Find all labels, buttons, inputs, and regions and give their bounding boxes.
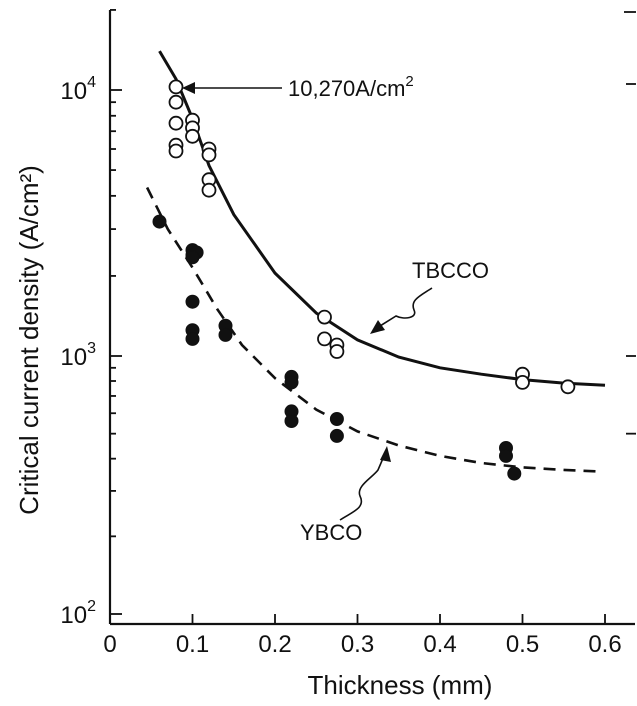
point-tbcco: [168, 143, 184, 159]
point-ybco: [185, 331, 200, 346]
x-tick-label: 0.4: [423, 631, 456, 658]
y-tick-label: 104: [60, 74, 96, 105]
x-tick-label: 0.1: [176, 631, 209, 658]
point-ybco: [329, 428, 344, 443]
y-tick-base: 10: [60, 78, 87, 105]
point-ybco: [152, 214, 167, 229]
ybco-leader: [339, 455, 385, 521]
y-tick-exponent: 3: [87, 340, 96, 357]
point-tbcco: [185, 128, 200, 144]
y-axis-title: Critical current density (A/cm²): [14, 165, 44, 515]
x-tick-label: 0.5: [506, 631, 539, 658]
x-tick-label: 0.6: [588, 631, 621, 658]
point-tbcco: [168, 94, 184, 110]
x-tick-label: 0: [103, 631, 116, 658]
y-tick-exponent: 2: [87, 598, 96, 615]
fit-curve-ybco: [145, 186, 597, 473]
x-tick-label: 0.3: [341, 631, 374, 658]
y-tick-label: 102: [60, 598, 96, 629]
point-ybco: [329, 412, 344, 426]
y-tick-exponent: 4: [87, 74, 96, 91]
tbcco-leader-arrowhead: [370, 320, 385, 334]
point-tbcco: [201, 182, 217, 198]
point-ybco: [218, 327, 233, 342]
x-axis-ticks: 0 0.1 0.2 0.3 0.4 0.5 0.6: [103, 614, 622, 658]
ybco-leader-arrowhead: [380, 446, 391, 462]
point-tbcco: [515, 374, 530, 390]
series-label-tbcco: TBCCO: [412, 258, 489, 283]
point-tbcco: [201, 147, 217, 163]
point-ybco: [499, 448, 513, 463]
data-points: [152, 79, 576, 481]
point-tbcco: [168, 115, 184, 131]
x-tick-label: 0.2: [258, 631, 291, 658]
x-axis-title: Thickness (mm): [308, 670, 493, 700]
tbcco-leader: [379, 287, 433, 327]
peak-value-arrowhead: [182, 82, 195, 94]
point-ybco: [185, 250, 200, 265]
y-tick-base: 10: [60, 344, 87, 371]
right-axis-ticks: [624, 11, 636, 435]
peak-value-superscript: 2: [405, 73, 413, 90]
point-ybco: [507, 466, 522, 481]
point-tbcco: [168, 79, 184, 95]
y-tick-label: 103: [60, 340, 96, 371]
point-tbcco: [317, 331, 332, 347]
fit-curves: [145, 50, 606, 473]
point-ybco: [284, 375, 299, 390]
point-tbcco: [560, 379, 576, 395]
annotations: 10,270A/cm2 TBCCO YBCO: [182, 73, 489, 545]
point-ybco: [284, 414, 299, 428]
point-ybco: [185, 294, 200, 309]
plot-frame: [108, 10, 635, 626]
point-tbcco: [329, 344, 345, 359]
series-label-ybco: YBCO: [300, 520, 362, 545]
point-tbcco: [317, 309, 332, 325]
y-tick-base: 10: [60, 602, 87, 629]
peak-value-label: 10,270A/cm2: [288, 73, 414, 101]
